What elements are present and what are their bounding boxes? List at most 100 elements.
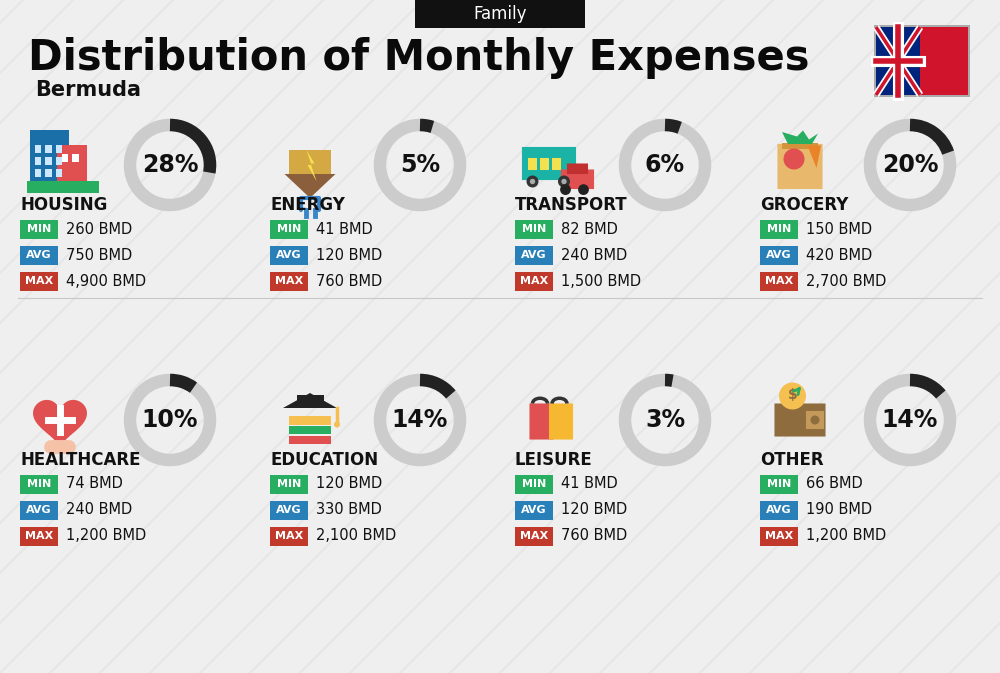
Circle shape	[334, 421, 340, 427]
FancyBboxPatch shape	[34, 169, 41, 177]
Text: 120 BMD: 120 BMD	[316, 476, 382, 491]
FancyBboxPatch shape	[45, 157, 52, 165]
FancyBboxPatch shape	[20, 219, 58, 238]
Text: MIN: MIN	[27, 224, 51, 234]
Text: 66 BMD: 66 BMD	[806, 476, 863, 491]
FancyBboxPatch shape	[20, 474, 58, 493]
FancyBboxPatch shape	[270, 474, 308, 493]
Polygon shape	[808, 145, 821, 168]
FancyBboxPatch shape	[270, 246, 308, 264]
FancyBboxPatch shape	[30, 130, 69, 190]
Circle shape	[530, 179, 535, 184]
FancyBboxPatch shape	[760, 246, 798, 264]
Text: 14%: 14%	[392, 408, 448, 432]
Text: EDUCATION: EDUCATION	[270, 451, 378, 469]
Text: MIN: MIN	[277, 479, 301, 489]
Text: 4,900 BMD: 4,900 BMD	[66, 273, 146, 289]
Text: 120 BMD: 120 BMD	[316, 248, 382, 262]
Text: $: $	[788, 388, 797, 402]
FancyBboxPatch shape	[515, 474, 553, 493]
FancyBboxPatch shape	[529, 403, 554, 439]
Text: MAX: MAX	[25, 531, 53, 541]
FancyBboxPatch shape	[552, 157, 561, 170]
Text: 1,200 BMD: 1,200 BMD	[66, 528, 146, 544]
Text: MAX: MAX	[275, 531, 303, 541]
Text: AVG: AVG	[26, 505, 52, 515]
FancyBboxPatch shape	[296, 394, 324, 408]
FancyBboxPatch shape	[34, 145, 41, 153]
FancyBboxPatch shape	[777, 144, 823, 189]
FancyBboxPatch shape	[20, 501, 58, 520]
Polygon shape	[289, 150, 331, 174]
Text: 3%: 3%	[645, 408, 685, 432]
Text: MAX: MAX	[520, 531, 548, 541]
Text: 41 BMD: 41 BMD	[316, 221, 373, 236]
FancyBboxPatch shape	[760, 501, 798, 520]
Text: LEISURE: LEISURE	[515, 451, 593, 469]
FancyBboxPatch shape	[289, 426, 331, 434]
FancyBboxPatch shape	[515, 271, 553, 291]
Circle shape	[784, 149, 804, 170]
Text: 82 BMD: 82 BMD	[561, 221, 618, 236]
Text: 6%: 6%	[645, 153, 685, 177]
FancyBboxPatch shape	[20, 246, 58, 264]
FancyBboxPatch shape	[56, 145, 62, 153]
Polygon shape	[306, 150, 317, 182]
FancyBboxPatch shape	[528, 157, 537, 170]
Text: 330 BMD: 330 BMD	[316, 503, 382, 518]
FancyBboxPatch shape	[270, 219, 308, 238]
FancyBboxPatch shape	[876, 27, 920, 95]
Circle shape	[526, 176, 538, 188]
Text: TRANSPORT: TRANSPORT	[515, 196, 628, 214]
FancyBboxPatch shape	[270, 501, 308, 520]
FancyBboxPatch shape	[415, 0, 585, 28]
Text: AVG: AVG	[276, 505, 302, 515]
Text: MIN: MIN	[767, 224, 791, 234]
Text: 420 BMD: 420 BMD	[806, 248, 872, 262]
FancyBboxPatch shape	[270, 526, 308, 546]
Text: MIN: MIN	[277, 224, 301, 234]
Text: AVG: AVG	[766, 505, 792, 515]
Text: 10%: 10%	[142, 408, 198, 432]
FancyBboxPatch shape	[549, 403, 573, 439]
FancyBboxPatch shape	[515, 219, 553, 238]
Text: GROCERY: GROCERY	[760, 196, 848, 214]
Text: 260 BMD: 260 BMD	[66, 221, 132, 236]
Text: ENERGY: ENERGY	[270, 196, 345, 214]
Text: MIN: MIN	[27, 479, 51, 489]
Text: 190 BMD: 190 BMD	[806, 503, 872, 518]
Text: 750 BMD: 750 BMD	[66, 248, 132, 262]
Text: 28%: 28%	[142, 153, 198, 177]
FancyBboxPatch shape	[289, 417, 331, 425]
Polygon shape	[285, 174, 336, 198]
FancyBboxPatch shape	[20, 526, 58, 546]
Text: Family: Family	[473, 5, 527, 23]
Text: MAX: MAX	[765, 531, 793, 541]
FancyBboxPatch shape	[540, 157, 549, 170]
FancyBboxPatch shape	[27, 181, 99, 193]
FancyBboxPatch shape	[760, 474, 798, 493]
Text: HEALTHCARE: HEALTHCARE	[20, 451, 140, 469]
Text: 240 BMD: 240 BMD	[561, 248, 627, 262]
FancyBboxPatch shape	[874, 25, 970, 97]
Text: 2,700 BMD: 2,700 BMD	[806, 273, 886, 289]
Text: 760 BMD: 760 BMD	[561, 528, 627, 544]
Text: MIN: MIN	[522, 479, 546, 489]
Text: MIN: MIN	[522, 224, 546, 234]
Text: Bermuda: Bermuda	[35, 80, 141, 100]
FancyBboxPatch shape	[45, 145, 52, 153]
FancyBboxPatch shape	[45, 169, 52, 177]
FancyBboxPatch shape	[72, 153, 79, 162]
FancyBboxPatch shape	[57, 145, 87, 190]
FancyBboxPatch shape	[782, 143, 818, 149]
FancyBboxPatch shape	[567, 164, 588, 174]
FancyBboxPatch shape	[56, 169, 62, 177]
Text: MAX: MAX	[520, 276, 548, 286]
FancyBboxPatch shape	[876, 27, 968, 95]
Text: MAX: MAX	[25, 276, 53, 286]
FancyBboxPatch shape	[515, 246, 553, 264]
Text: 20%: 20%	[882, 153, 938, 177]
FancyBboxPatch shape	[561, 170, 594, 189]
Text: OTHER: OTHER	[760, 451, 824, 469]
FancyBboxPatch shape	[806, 411, 824, 429]
